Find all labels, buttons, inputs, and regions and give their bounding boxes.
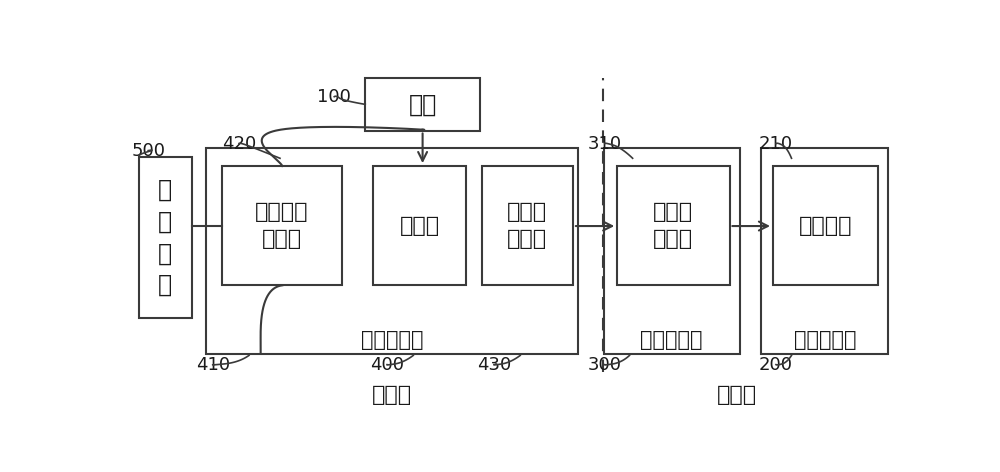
Text: 300: 300: [588, 355, 622, 374]
Text: 400: 400: [370, 355, 404, 374]
Text: 500: 500: [131, 142, 165, 160]
Text: 充电电池: 充电电池: [798, 216, 852, 236]
FancyBboxPatch shape: [617, 166, 730, 286]
FancyBboxPatch shape: [222, 166, 342, 286]
FancyBboxPatch shape: [604, 147, 740, 354]
Text: 提
示
模
块: 提 示 模 块: [158, 178, 172, 297]
Text: 轮胎内: 轮胎内: [717, 386, 757, 405]
Text: 430: 430: [477, 355, 511, 374]
FancyBboxPatch shape: [761, 147, 888, 354]
Text: 电磁发送器: 电磁发送器: [361, 330, 424, 350]
Text: 210: 210: [759, 135, 793, 152]
FancyBboxPatch shape: [365, 78, 480, 131]
Text: 变换器: 变换器: [399, 216, 440, 236]
Text: 100: 100: [317, 88, 351, 106]
Text: 410: 410: [196, 355, 230, 374]
Text: 电源: 电源: [408, 93, 437, 117]
FancyBboxPatch shape: [139, 157, 192, 319]
Text: 电磁发
送线圈: 电磁发 送线圈: [507, 202, 547, 249]
Text: 轮胎外: 轮胎外: [372, 386, 412, 405]
FancyBboxPatch shape: [773, 166, 878, 286]
Text: 420: 420: [222, 135, 256, 152]
Text: 无线功率
控制器: 无线功率 控制器: [255, 202, 309, 249]
Text: 胎压传感器: 胎压传感器: [794, 330, 856, 350]
Text: 电磁接
收线圈: 电磁接 收线圈: [653, 202, 693, 249]
Text: 200: 200: [759, 355, 793, 374]
FancyBboxPatch shape: [206, 147, 578, 354]
FancyBboxPatch shape: [373, 166, 466, 286]
FancyBboxPatch shape: [482, 166, 573, 286]
Text: 310: 310: [588, 135, 622, 152]
Text: 电磁接收器: 电磁接收器: [640, 330, 703, 350]
